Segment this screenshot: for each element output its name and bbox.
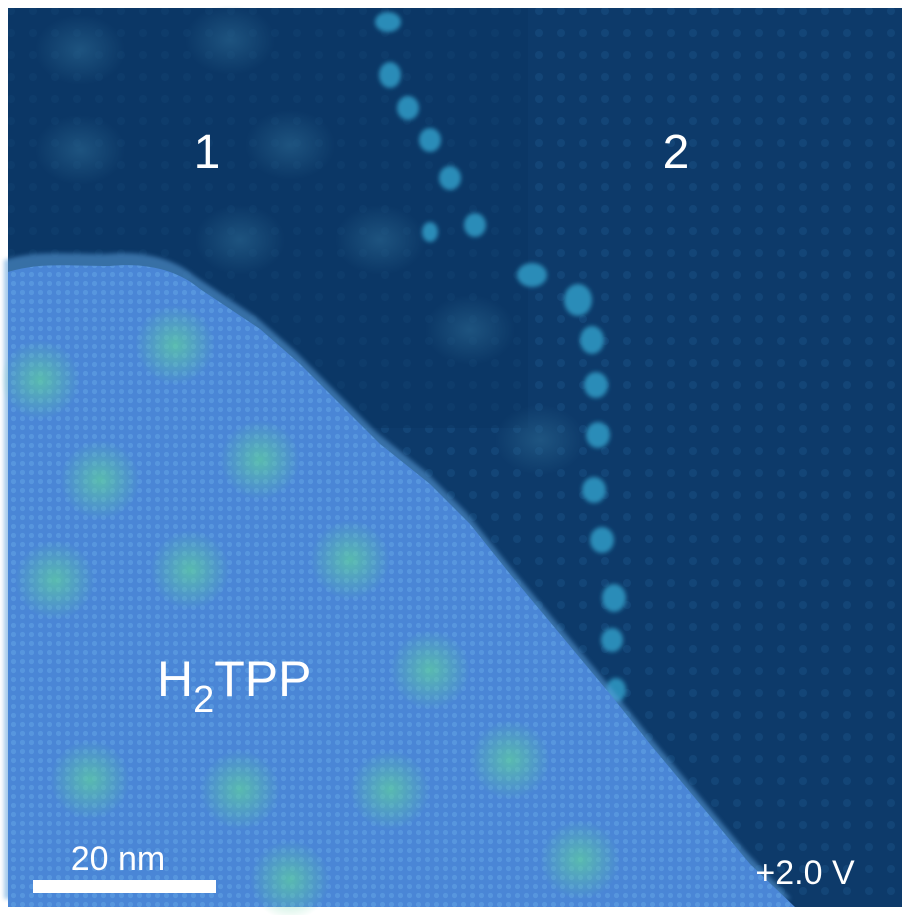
- region-label: 1: [194, 126, 221, 179]
- stm-image: 1 2 H2TPP 20 nm +2.0 V: [0, 0, 910, 915]
- molecule-subscript: 2: [193, 679, 214, 721]
- molecule-prefix: H: [157, 651, 193, 707]
- page: {"labels": {"region1": "1", "region2": "…: [0, 0, 910, 915]
- region-label: 2: [663, 126, 690, 179]
- molecule-suffix: TPP: [214, 651, 311, 707]
- scale-bar: [33, 880, 216, 893]
- scale-bar-label: 20 nm: [71, 840, 166, 878]
- bias-label: +2.0 V: [755, 854, 855, 892]
